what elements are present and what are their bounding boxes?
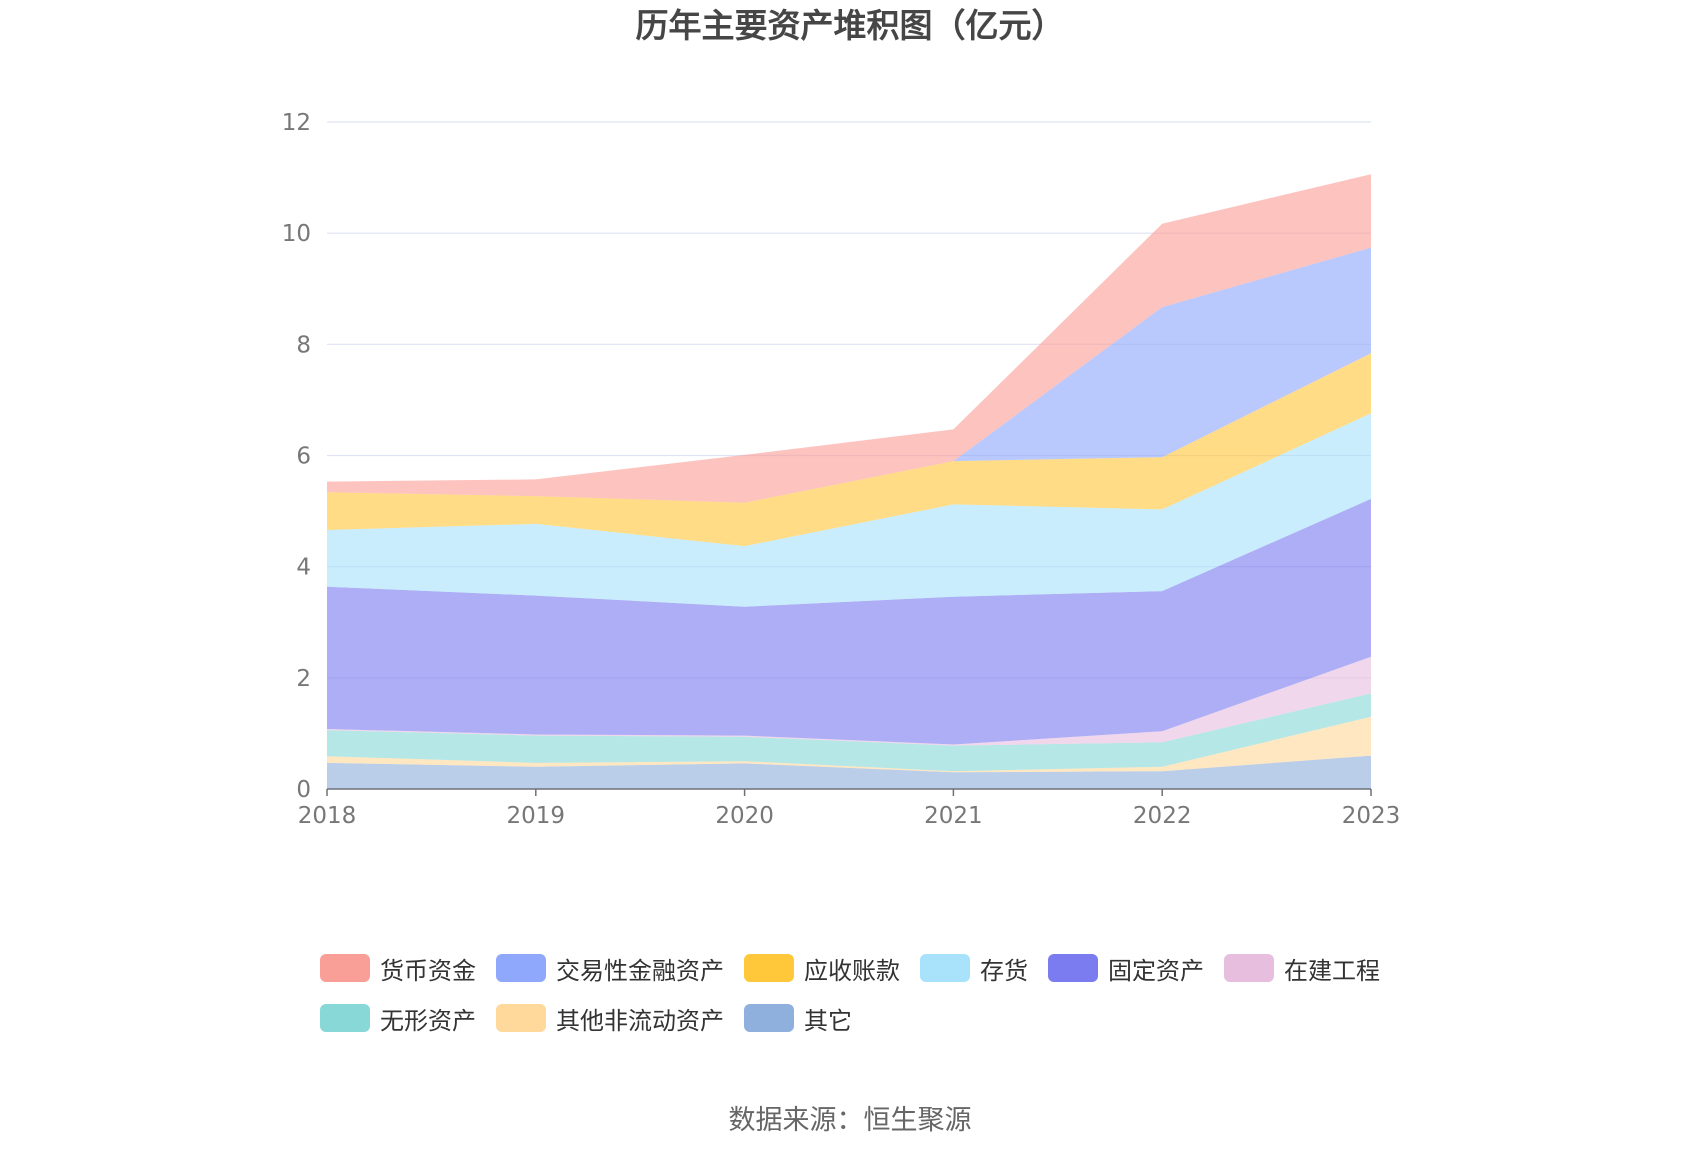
legend-row: 无形资产 其他非流动资产 其它	[320, 993, 1420, 1043]
legend-label: 固定资产	[1108, 956, 1204, 985]
legend-item[interactable]: 其他非流动资产	[496, 1001, 724, 1036]
x-tick-label: 2023	[1342, 803, 1401, 829]
area-存货	[327, 413, 1371, 607]
legend-swatch	[744, 954, 794, 982]
legend-item[interactable]: 货币资金	[320, 951, 476, 986]
y-tick-label: 8	[296, 332, 311, 358]
area-应收账款	[327, 353, 1371, 547]
legend-item[interactable]: 无形资产	[320, 1001, 476, 1036]
area-无形资产	[327, 693, 1371, 772]
legend-row: 货币资金 交易性金融资产 应收账款 存货 固定资产 在建工程	[320, 943, 1420, 993]
legend-label: 交易性金融资产	[556, 956, 724, 985]
legend-swatch	[1224, 954, 1274, 982]
y-tick-label: 4	[296, 555, 311, 581]
legend-swatch	[920, 954, 970, 982]
legend-label: 其它	[804, 1006, 852, 1035]
legend-swatch	[744, 1004, 794, 1032]
legend-label: 应收账款	[804, 956, 900, 985]
x-tick-label: 2019	[507, 803, 566, 829]
legend-item[interactable]: 交易性金融资产	[496, 951, 724, 986]
legend-swatch	[496, 954, 546, 982]
legend-item[interactable]: 应收账款	[744, 951, 900, 986]
y-tick-label: 0	[296, 777, 311, 803]
x-tick-label: 2020	[715, 803, 774, 829]
area-其它	[327, 755, 1371, 789]
legend-swatch	[1048, 954, 1098, 982]
legend-swatch	[320, 1004, 370, 1032]
area-交易性金融资产	[327, 247, 1371, 503]
x-tick-label: 2018	[298, 803, 357, 829]
legend-item[interactable]: 其它	[744, 1001, 852, 1036]
legend-swatch	[320, 954, 370, 982]
legend-label: 在建工程	[1284, 956, 1380, 985]
y-tick-label: 2	[296, 666, 311, 692]
area-货币资金	[327, 174, 1371, 503]
legend-label: 其他非流动资产	[556, 1006, 724, 1035]
legend-item[interactable]: 在建工程	[1224, 951, 1380, 986]
legend: 货币资金 交易性金融资产 应收账款 存货 固定资产 在建工程无形资产 其他非流动资产 其它	[320, 943, 1420, 1043]
chart-title: 历年主要资产堆积图（亿元）	[635, 6, 1065, 45]
legend-item[interactable]: 固定资产	[1048, 951, 1204, 986]
legend-item[interactable]: 存货	[920, 951, 1028, 986]
y-tick-label: 10	[282, 221, 311, 247]
x-tick-label: 2021	[924, 803, 983, 829]
legend-swatch	[496, 1004, 546, 1032]
area-固定资产	[327, 498, 1371, 745]
y-tick-label: 6	[296, 444, 311, 470]
legend-label: 无形资产	[380, 1006, 476, 1035]
area-series	[327, 174, 1371, 789]
x-tick-label: 2022	[1133, 803, 1192, 829]
data-source-note: 数据来源：恒生聚源	[728, 1105, 972, 1136]
axes: 0 2 4 6 8 10 12 2018 2019 2020 2021 2022 2023	[282, 110, 1401, 829]
y-tick-label: 12	[282, 110, 311, 136]
legend-label: 存货	[980, 956, 1028, 985]
legend-label: 货币资金	[380, 956, 476, 985]
